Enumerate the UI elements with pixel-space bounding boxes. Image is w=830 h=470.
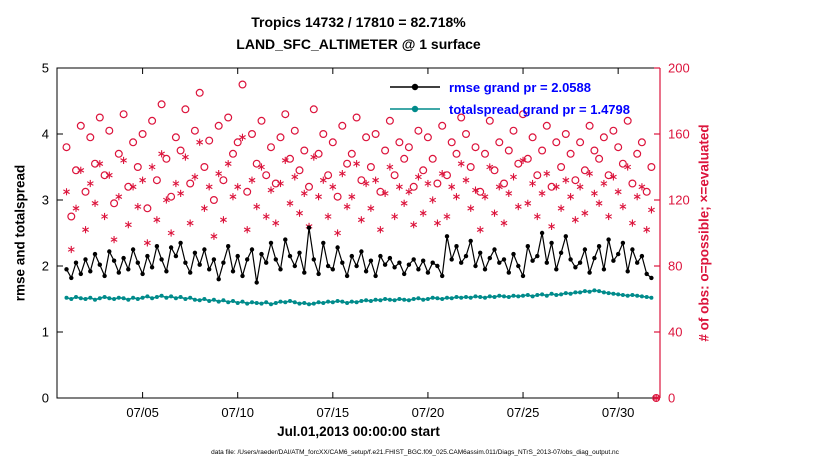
plot-title-line2: LAND_SFC_ALTIMETER @ 1 surface	[236, 36, 481, 52]
y-right-tick-label: 200	[668, 61, 690, 76]
x-tick-label: 07/20	[412, 405, 445, 420]
plot-title-line1: Tropics 14732 / 17810 = 82.718%	[251, 14, 466, 30]
y-right-tick-label: 120	[668, 193, 690, 208]
x-tick-label: 07/10	[221, 405, 254, 420]
totalspread-line-marker-sample	[390, 105, 440, 113]
legend: rmse grand pr = 2.0588 totalspread grand…	[388, 76, 630, 120]
x-tick-label: 07/05	[126, 405, 159, 420]
totalspread-series	[64, 288, 654, 307]
x-axis-label: Jul.01,2013 00:00:00 start	[277, 424, 440, 439]
x-tick-label: 07/25	[507, 405, 540, 420]
y-left-tick-label: 1	[42, 325, 49, 340]
y-axis-right-label: # of obs: o=possible; ×=evaluated	[696, 124, 712, 342]
y-axis-left-label: rmse and totalspread	[12, 164, 28, 302]
legend-item-rmse: rmse grand pr = 2.0588	[388, 76, 630, 98]
y-left-tick-label: 4	[42, 127, 49, 142]
y-left-tick-label: 0	[42, 391, 49, 406]
y-axis-left-ticks: 0 1 2 3 4 5	[42, 61, 63, 406]
y-right-tick-label: 40	[668, 325, 682, 340]
y-right-tick-label: 80	[668, 259, 682, 274]
y-left-tick-label: 5	[42, 61, 49, 76]
y-axis-right-ticks: 0 40 80 120 160 200	[654, 61, 690, 406]
axes-box	[56, 67, 661, 399]
legend-label-totalspread: totalspread grand pr = 1.4798	[449, 101, 630, 117]
x-tick-label: 07/15	[317, 405, 350, 420]
x-tick-label: 07/30	[602, 405, 635, 420]
y-left-tick-label: 2	[42, 259, 49, 274]
x-axis-ticks: 07/05 07/10 07/15 07/20 07/25 07/30	[126, 68, 634, 420]
end-zero-marker	[652, 394, 661, 403]
y-right-tick-label: 160	[668, 127, 690, 142]
rmse-series	[64, 225, 654, 285]
possible-obs-scatter	[62, 80, 656, 221]
evaluated-obs-scatter	[63, 133, 655, 254]
y-right-tick-label: 0	[668, 391, 675, 406]
legend-label-rmse: rmse grand pr = 2.0588	[449, 79, 591, 95]
rmse-line-marker-sample	[390, 83, 440, 91]
data-file-footnote: data file: /Users/raeder/DAI/ATM_forcXX/…	[211, 449, 619, 456]
y-left-tick-label: 3	[42, 193, 49, 208]
legend-item-totalspread: totalspread grand pr = 1.4798	[388, 98, 630, 120]
